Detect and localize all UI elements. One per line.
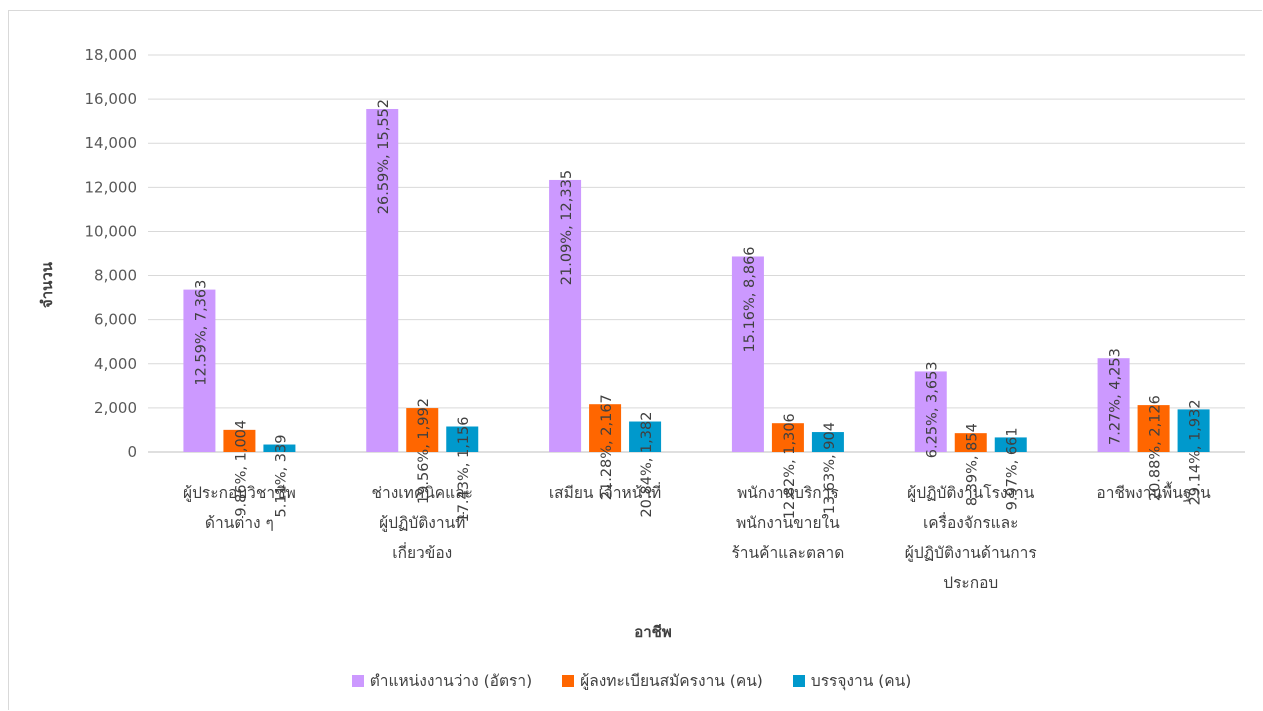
y-tick-label: 2,000	[94, 399, 137, 417]
y-axis-title: จำนวน	[38, 261, 56, 308]
chart-frame	[8, 10, 1262, 710]
category-label-line: ผู้ปฏิบัติงานโรงงาน	[907, 484, 1035, 503]
data-label: 21.28%, 2,167	[599, 394, 615, 500]
y-tick-label: 18,000	[85, 46, 138, 64]
category-label-line: พนักงานขายใน	[736, 514, 840, 532]
x-axis-title: อาชีพ	[634, 623, 672, 641]
bar-vacancies	[914, 371, 947, 452]
category-label: เสมียน เจ้าหน้าที่	[549, 482, 661, 502]
y-tick-label: 0	[127, 443, 137, 461]
bar-placed	[263, 444, 296, 452]
data-label: 9.97%, 661	[1005, 427, 1021, 510]
legend-item-applicants: ผู้ลงทะเบียนสมัครงาน (คน)	[562, 668, 763, 693]
y-tick-label: 4,000	[94, 355, 137, 373]
category-label-line: ผู้ประกอบวิชาชีพ	[183, 484, 296, 503]
category-label-line: เกี่ยวข้อง	[392, 542, 452, 562]
legend-swatch	[351, 674, 364, 687]
data-label: 19.56%, 1,992	[416, 398, 432, 504]
data-label: 6.25%, 3,653	[925, 361, 941, 458]
bar-vacancies	[1097, 358, 1130, 452]
bar-placed	[994, 437, 1027, 452]
data-label: 9.86%, 1,004	[233, 420, 249, 517]
y-tick-label: 14,000	[85, 134, 138, 152]
category-label-line: พนักงานบริการ	[737, 484, 839, 502]
legend-label: ผู้ลงทะเบียนสมัครงาน (คน)	[580, 672, 763, 690]
legend: ตำแหน่งงานว่าง (อัตรา) ผู้ลงทะเบียนสมัคร…	[0, 668, 1263, 693]
bar-applicants	[771, 423, 804, 452]
category-label-line: ร้านค้าและตลาด	[731, 544, 844, 562]
legend-label: บรรจุงาน (คน)	[810, 672, 912, 690]
category-label-line: ด้านต่าง ๆ	[205, 514, 274, 532]
category-label-line: ช่างเทคนิคและ	[372, 484, 473, 502]
bar-applicants	[1137, 405, 1170, 452]
x-axis-categories: ผู้ประกอบวิชาชีพด้านต่าง ๆช่างเทคนิคและผ…	[183, 481, 1211, 592]
y-tick-label: 10,000	[85, 222, 138, 240]
category-label: พนักงานบริการพนักงานขายในร้านค้าและตลาด	[731, 484, 844, 562]
bar-vacancies	[549, 179, 582, 453]
bar-vacancies	[183, 289, 216, 452]
category-label-line: ผู้ปฏิบัติงานที่	[379, 512, 465, 533]
bar-vacancies	[366, 108, 399, 452]
data-label: 8.39%, 854	[965, 423, 981, 506]
data-label: 21.09%, 12,335	[559, 170, 575, 285]
category-label: ผู้ประกอบวิชาชีพด้านต่าง ๆ	[183, 484, 296, 532]
category-label-line: เสมียน เจ้าหน้าที่	[549, 482, 661, 502]
y-tick-label: 6,000	[94, 311, 137, 329]
legend-item-vacancies: ตำแหน่งงานว่าง (อัตรา)	[351, 668, 533, 693]
bar-vacancies	[731, 256, 764, 452]
bar-applicants	[954, 433, 987, 452]
y-axis-ticks: 0 2,000 4,000 6,000 8,000 10,000 12,000 14,000 1…	[85, 46, 138, 461]
legend-item-placed: บรรจุงาน (คน)	[792, 668, 912, 693]
category-label: อาชีพงานพื้นฐาน	[1096, 481, 1211, 502]
data-label: 13.63%, 904	[822, 422, 838, 514]
bar-applicants	[589, 404, 622, 452]
bar-placed	[1177, 409, 1210, 452]
y-tick-label: 16,000	[85, 90, 138, 108]
legend-swatch	[792, 674, 805, 687]
bars	[183, 108, 1210, 453]
bar-applicants	[223, 429, 256, 452]
category-label: ช่างเทคนิคและผู้ปฏิบัติงานที่เกี่ยวข้อง	[372, 484, 473, 562]
y-tick-label: 8,000	[94, 267, 137, 285]
data-label: 12.82%, 1,306	[782, 413, 798, 519]
category-label: ผู้ปฏิบัติงานโรงงานเครื่องจักรและผู้ปฏิบ…	[905, 484, 1037, 592]
data-label: 7.27%, 4,253	[1108, 348, 1124, 445]
bar-placed	[629, 421, 662, 452]
legend-label: ตำแหน่งงานว่าง (อัตรา)	[369, 672, 533, 690]
data-label: 5.11%, 339	[273, 435, 289, 518]
data-label: 17.43%, 1,156	[456, 417, 472, 523]
category-label-line: เครื่องจักรและ	[923, 512, 1018, 532]
bar-applicants	[406, 408, 439, 452]
bar-placed	[446, 426, 479, 452]
y-tick-label: 12,000	[85, 178, 138, 196]
category-label-line: ประกอบ	[943, 574, 998, 592]
gridlines	[148, 54, 1245, 453]
data-labels: 12.59%, 7,363 9.86%, 1,004 5.11%, 339 26.59…	[193, 99, 1203, 523]
data-label: 20.88%, 2,126	[1148, 395, 1164, 501]
data-label: 15.16%, 8,866	[742, 246, 758, 352]
category-label-line: อาชีพงานพื้นฐาน	[1096, 481, 1211, 502]
category-label-line: ผู้ปฏิบัติงานด้านการ	[905, 544, 1037, 563]
data-label: 26.59%, 15,552	[376, 99, 392, 214]
bar-placed	[811, 432, 844, 452]
data-label: 20.84%, 1,382	[639, 412, 655, 518]
data-label: 12.59%, 7,363	[193, 280, 209, 386]
legend-swatch	[562, 674, 575, 687]
data-label: 29.14%, 1,932	[1188, 399, 1204, 505]
